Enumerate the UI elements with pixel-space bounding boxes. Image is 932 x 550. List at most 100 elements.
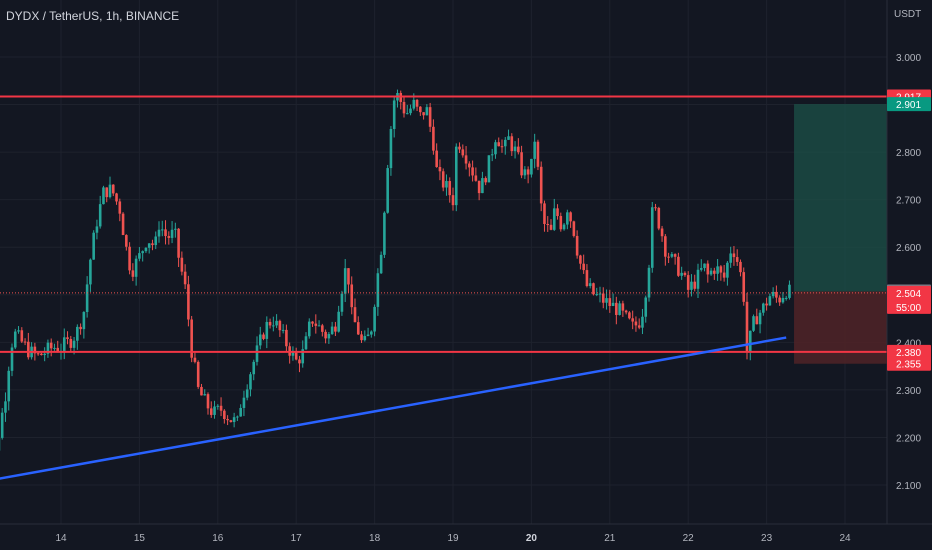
candle-body[interactable] <box>386 168 389 213</box>
candle-body[interactable] <box>340 293 344 312</box>
candle-body[interactable] <box>464 155 468 164</box>
candle-body[interactable] <box>262 334 265 339</box>
candle-body[interactable] <box>500 146 504 148</box>
candle-body[interactable] <box>680 272 683 276</box>
candle-body[interactable] <box>0 412 4 438</box>
candle-body[interactable] <box>206 394 210 409</box>
candle-body[interactable] <box>628 312 631 319</box>
candle-body[interactable] <box>196 361 200 387</box>
candle-body[interactable] <box>490 154 494 156</box>
candle-body[interactable] <box>474 175 478 181</box>
candle-body[interactable] <box>729 253 732 263</box>
candle-body[interactable] <box>275 320 278 326</box>
candle-body[interactable] <box>160 229 164 231</box>
candle-body[interactable] <box>353 307 357 323</box>
candle-body[interactable] <box>373 306 376 332</box>
candle-body[interactable] <box>510 136 514 152</box>
candle-body[interactable] <box>79 326 82 330</box>
candle-body[interactable] <box>7 370 11 402</box>
candle-body[interactable] <box>634 321 638 326</box>
candle-body[interactable] <box>232 417 236 423</box>
candle-body[interactable] <box>46 342 50 354</box>
candle-body[interactable] <box>151 243 154 246</box>
candle-body[interactable] <box>370 331 373 335</box>
candle-body[interactable] <box>62 337 66 351</box>
candle-body[interactable] <box>69 339 73 348</box>
candle-body[interactable] <box>631 318 634 322</box>
candle-body[interactable] <box>611 302 615 307</box>
candle-body[interactable] <box>128 246 131 271</box>
candle-body[interactable] <box>330 326 334 335</box>
candle-body[interactable] <box>304 336 308 350</box>
candle-body[interactable] <box>654 207 657 209</box>
candle-body[interactable] <box>265 321 269 339</box>
candle-body[interactable] <box>89 259 92 285</box>
candle-body[interactable] <box>285 329 288 347</box>
trendline[interactable] <box>0 336 787 481</box>
candle-body[interactable] <box>592 283 595 295</box>
candle-body[interactable] <box>536 141 540 167</box>
candle-body[interactable] <box>732 253 736 258</box>
candle-body[interactable] <box>294 351 298 360</box>
candle-body[interactable] <box>484 178 487 183</box>
candle-body[interactable] <box>562 224 566 230</box>
candle-body[interactable] <box>157 229 161 237</box>
candle-body[interactable] <box>445 181 448 188</box>
candle-body[interactable] <box>755 316 759 325</box>
candle-body[interactable] <box>118 201 122 214</box>
candle-body[interactable] <box>85 284 89 313</box>
candle-body[interactable] <box>376 273 380 307</box>
candle-body[interactable] <box>164 229 167 237</box>
candle-body[interactable] <box>53 347 56 349</box>
candle-body[interactable] <box>102 187 105 205</box>
candle-body[interactable] <box>17 330 20 332</box>
candle-body[interactable] <box>601 293 605 303</box>
candle-body[interactable] <box>699 268 703 270</box>
candle-body[interactable] <box>356 322 360 335</box>
candle-body[interactable] <box>722 272 726 278</box>
candle-body[interactable] <box>748 330 752 353</box>
candle-body[interactable] <box>154 236 158 246</box>
candle-body[interactable] <box>144 247 148 252</box>
candle-body[interactable] <box>82 312 86 330</box>
candle-body[interactable] <box>771 291 775 297</box>
candle-body[interactable] <box>360 334 363 341</box>
candle-body[interactable] <box>503 139 507 147</box>
candle-body[interactable] <box>213 406 216 415</box>
candle-body[interactable] <box>399 92 403 102</box>
candle-body[interactable] <box>448 181 452 196</box>
candle-body[interactable] <box>530 158 533 175</box>
candle-body[interactable] <box>686 275 690 290</box>
candle-body[interactable] <box>605 298 608 303</box>
candle-body[interactable] <box>236 416 239 418</box>
candle-body[interactable] <box>739 261 742 273</box>
candle-body[interactable] <box>647 267 651 298</box>
candle-body[interactable] <box>314 323 318 326</box>
candle-body[interactable] <box>696 269 700 289</box>
candle-body[interactable] <box>677 256 680 276</box>
candle-body[interactable] <box>637 325 641 328</box>
candle-body[interactable] <box>36 353 40 355</box>
candle-body[interactable] <box>481 178 484 194</box>
candle-body[interactable] <box>242 397 246 408</box>
candle-body[interactable] <box>422 112 425 116</box>
candle-body[interactable] <box>43 353 46 356</box>
candle-body[interactable] <box>272 325 275 327</box>
candle-body[interactable] <box>556 208 559 217</box>
candle-body[interactable] <box>239 407 242 417</box>
candle-body[interactable] <box>76 326 79 341</box>
candle-body[interactable] <box>713 270 716 274</box>
candle-body[interactable] <box>347 268 350 285</box>
candle-body[interactable] <box>435 150 438 167</box>
candle-body[interactable] <box>507 136 510 140</box>
candle-body[interactable] <box>200 386 203 396</box>
candle-body[interactable] <box>621 303 625 311</box>
candle-body[interactable] <box>419 106 422 113</box>
candle-body[interactable] <box>451 195 455 206</box>
candle-body[interactable] <box>193 357 197 362</box>
candle-body[interactable] <box>533 141 536 159</box>
candle-body[interactable] <box>494 142 497 155</box>
candle-body[interactable] <box>441 171 445 188</box>
candle-body[interactable] <box>543 203 546 225</box>
